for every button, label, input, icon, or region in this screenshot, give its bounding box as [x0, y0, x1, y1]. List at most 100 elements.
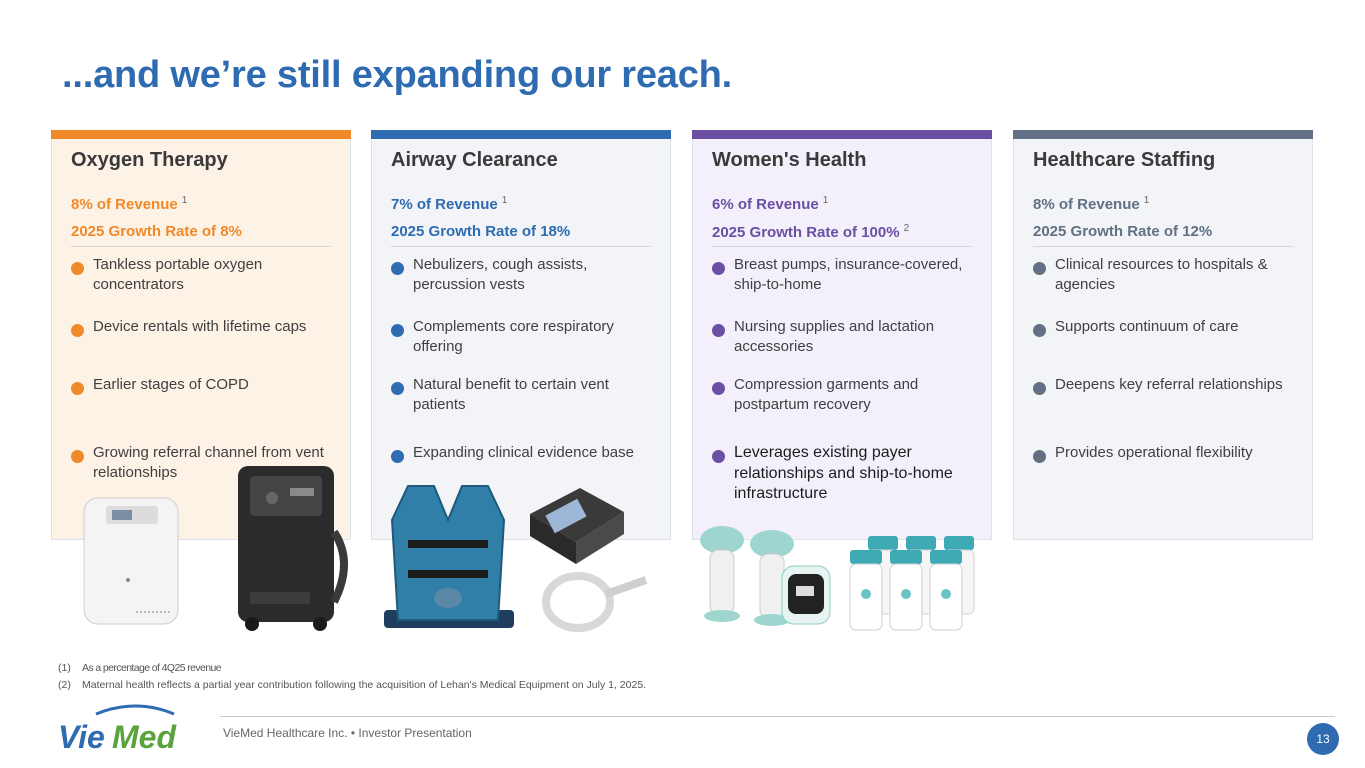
baby-bottles-icon: [849, 536, 975, 631]
page-number: 13: [1307, 723, 1339, 755]
bullet-item: Deepens key referral relationships: [1033, 375, 1300, 395]
bullet-dot-icon: [71, 450, 84, 463]
growth-rate: 2025 Growth Rate of 100% 2: [712, 223, 909, 241]
viemed-logo: Vie Med: [58, 704, 177, 755]
card-accent-bar: [1013, 130, 1313, 139]
bullet-text: Earlier stages of COPD: [93, 376, 249, 393]
revenue-text: 6% of Revenue: [712, 196, 819, 213]
revenue-share: 8% of Revenue 1: [71, 195, 187, 213]
revenue-footnote-marker: 1: [501, 195, 508, 206]
card-title: Healthcare Staffing: [1033, 149, 1216, 171]
card-accent-bar: [51, 130, 351, 139]
card-divider: [391, 246, 651, 247]
bullet-item: Complements core respiratory offering: [391, 317, 658, 356]
bullet-text: Provides operational flexibility: [1055, 444, 1253, 461]
bullet-text: Breast pumps, insurance-covered, ship-to…: [734, 256, 963, 293]
revenue-share: 7% of Revenue 1: [391, 195, 507, 213]
bullet-dot-icon: [391, 450, 404, 463]
card-accent-bar: [692, 130, 992, 139]
bullet-dot-icon: [1033, 450, 1046, 463]
bullet-item: Supports continuum of care: [1033, 317, 1300, 337]
card-divider: [1033, 246, 1293, 247]
bullet-dot-icon: [391, 382, 404, 395]
bullet-dot-icon: [712, 382, 725, 395]
growth-rate: 2025 Growth Rate of 18%: [391, 223, 570, 240]
bullet-dot-icon: [1033, 382, 1046, 395]
card-divider: [71, 246, 331, 247]
bullet-item: Leverages existing payer relationships a…: [712, 443, 979, 505]
growth-text: 2025 Growth Rate of 18%: [391, 223, 571, 240]
growth-text: 2025 Growth Rate of 100%: [712, 224, 900, 241]
bullet-dot-icon: [1033, 324, 1046, 337]
bullet-text: Tankless portable oxygen concentrators: [93, 256, 263, 293]
breast-pump-icon: [700, 526, 831, 626]
category-card: Healthcare Staffing 8% of Revenue 1 2025 Gr…: [1013, 130, 1313, 540]
bullet-text: Compression garments and postpartum reco…: [734, 376, 919, 413]
category-card: Oxygen Therapy 8% of Revenue 1 2025 Growth …: [51, 130, 351, 540]
bullet-item: Breast pumps, insurance-covered, ship-to…: [712, 255, 979, 294]
bullet-item: Device rentals with lifetime caps: [71, 317, 338, 337]
bullet-dot-icon: [71, 382, 84, 395]
bullet-item: Expanding clinical evidence base: [391, 443, 658, 463]
revenue-share: 6% of Revenue 1: [712, 195, 828, 213]
growth-rate: 2025 Growth Rate of 8%: [71, 223, 242, 240]
logo-text-vie: Vie: [58, 719, 105, 755]
card-title: Airway Clearance: [391, 149, 558, 171]
footer-divider: [220, 716, 1335, 717]
card-title: Women's Health: [712, 149, 867, 171]
card-accent-bar: [371, 130, 671, 139]
cough-assist-device-icon: [530, 488, 648, 632]
footnote-1: (1) As a percentage of 4Q25 revenue: [58, 662, 222, 674]
logo-text-med: Med: [112, 719, 177, 755]
bullet-item: Compression garments and postpartum reco…: [712, 375, 979, 414]
bullet-text: Nursing supplies and lactation accessori…: [734, 318, 935, 355]
bullet-text: Supports continuum of care: [1055, 318, 1239, 335]
revenue-footnote-marker: 1: [181, 195, 188, 206]
bullet-text: Expanding clinical evidence base: [413, 444, 634, 461]
bullet-item: Nebulizers, cough assists, percussion ve…: [391, 255, 658, 294]
revenue-footnote-marker: 1: [822, 195, 829, 206]
growth-rate: 2025 Growth Rate of 12%: [1033, 223, 1212, 240]
bullet-item: Natural benefit to certain vent patients: [391, 375, 658, 414]
bullet-dot-icon: [712, 324, 725, 337]
bullet-dot-icon: [391, 262, 404, 275]
footer-company: VieMed Healthcare Inc. • Investor Presen…: [223, 726, 472, 740]
revenue-text: 8% of Revenue: [71, 196, 178, 213]
bullet-text: Natural benefit to certain vent patients: [413, 376, 609, 413]
footnote-number: (2): [58, 679, 71, 691]
bullet-item: Growing referral channel from vent relat…: [71, 443, 338, 482]
footnote-text: As a percentage of 4Q25 revenue: [82, 662, 222, 674]
footnote-2: (2) Maternal health reflects a partial ye…: [58, 679, 646, 691]
page-title: ...and we’re still expanding our reach.: [62, 54, 733, 96]
footnote-number: (1): [58, 662, 71, 674]
footnote-text: Maternal health reflects a partial year …: [82, 679, 647, 691]
bullet-text: Nebulizers, cough assists, percussion ve…: [413, 256, 588, 293]
category-card: Women's Health 6% of Revenue 1 2025 Growth …: [692, 130, 992, 540]
growth-footnote-marker: 2: [903, 223, 910, 234]
bullet-text: Complements core respiratory offering: [413, 318, 614, 355]
portable-oxygen-concentrator-icon: [83, 497, 179, 625]
bullet-text: Leverages existing payer relationships a…: [734, 444, 953, 502]
bullet-dot-icon: [712, 450, 725, 463]
revenue-text: 8% of Revenue: [1033, 196, 1140, 213]
growth-text: 2025 Growth Rate of 8%: [71, 223, 242, 240]
percussion-vest-icon: [384, 485, 514, 628]
revenue-text: 7% of Revenue: [391, 196, 498, 213]
oxygen-concentrator-icon: [238, 466, 348, 631]
card-title: Oxygen Therapy: [71, 149, 228, 171]
category-card: Airway Clearance 7% of Revenue 1 2025 Growt…: [371, 130, 671, 540]
bullet-dot-icon: [391, 324, 404, 337]
bullet-dot-icon: [71, 262, 84, 275]
bullet-text: Growing referral channel from vent relat…: [93, 444, 324, 481]
growth-text: 2025 Growth Rate of 12%: [1033, 223, 1213, 240]
bullet-item: Tankless portable oxygen concentrators: [71, 255, 338, 294]
bullet-item: Nursing supplies and lactation accessori…: [712, 317, 979, 356]
bullet-dot-icon: [1033, 262, 1046, 275]
revenue-footnote-marker: 1: [1143, 195, 1150, 206]
bullet-item: Earlier stages of COPD: [71, 375, 338, 395]
bullet-dot-icon: [712, 262, 725, 275]
revenue-share: 8% of Revenue 1: [1033, 195, 1149, 213]
bullet-dot-icon: [71, 324, 84, 337]
bullet-item: Clinical resources to hospitals & agenci…: [1033, 255, 1300, 294]
card-divider: [712, 246, 972, 247]
